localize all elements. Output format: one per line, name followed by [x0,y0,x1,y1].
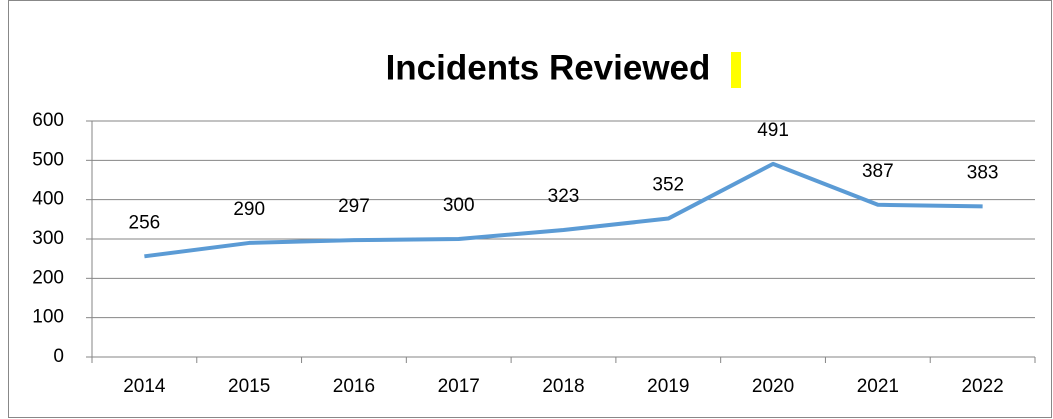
y-tick-label: 100 [32,307,64,328]
data-label: 491 [757,120,789,141]
x-tick-label: 2019 [647,376,689,397]
y-tick-label: 200 [32,267,64,288]
x-tick-label: 2015 [228,376,270,397]
highlight [731,52,741,88]
data-label: 352 [652,175,684,196]
chart-border [8,0,1052,418]
y-tick-label: 600 [32,110,64,131]
y-tick-label: 500 [32,149,64,170]
data-label: 387 [862,161,894,182]
x-tick-label: 2018 [542,376,584,397]
data-label: 297 [338,196,370,217]
x-tick-label: 2022 [961,376,1003,397]
y-tick-label: 400 [32,189,64,210]
data-label: 290 [233,199,265,220]
y-tick-label: 0 [53,346,64,367]
line [144,161,983,259]
data-label: 383 [967,162,999,183]
data-label: 256 [129,212,161,233]
data-label: 323 [548,186,580,207]
x-tick-label: 2016 [333,376,375,397]
y-tick-label: 300 [32,228,64,249]
chart-title: Incidents Reviewed [386,48,711,87]
x-tick-label: 2021 [857,376,899,397]
x-tick-label: 2020 [752,376,794,397]
x-tick-label: 2017 [438,376,480,397]
data-label: 300 [443,195,475,216]
x-tick-label: 2014 [123,376,166,397]
